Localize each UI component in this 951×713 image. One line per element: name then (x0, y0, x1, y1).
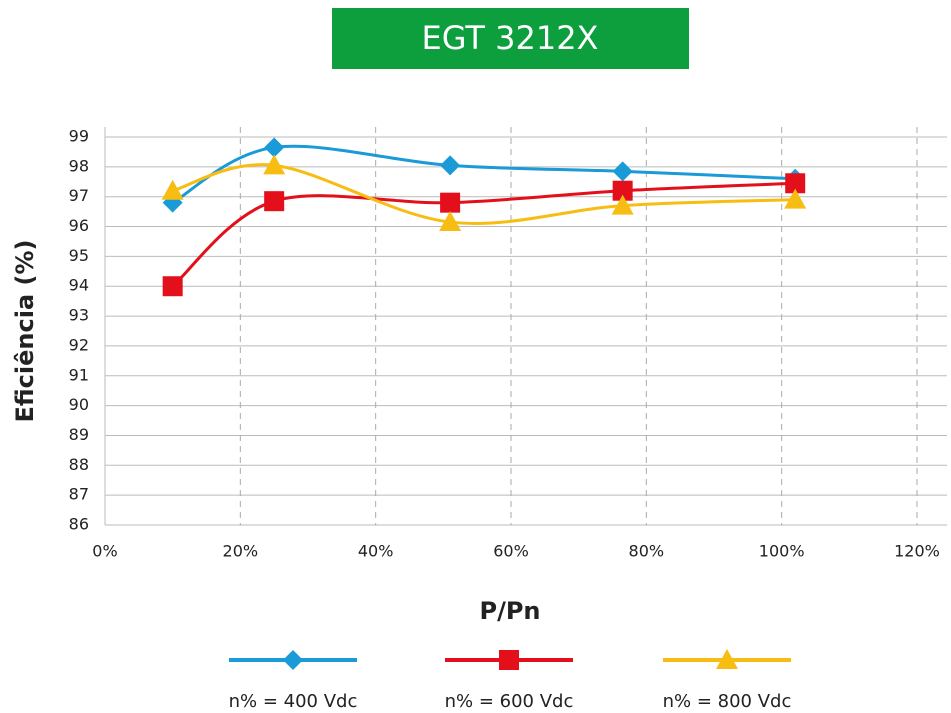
marker (162, 276, 183, 297)
x-tick-label: 40% (358, 542, 394, 561)
marker (499, 650, 519, 670)
marker (263, 154, 286, 175)
y-tick-label: 95 (69, 246, 89, 265)
y-axis-label: Eficiência (%) (11, 240, 39, 423)
marker (264, 191, 285, 212)
marker (612, 180, 633, 201)
y-tick-label: 96 (69, 216, 89, 235)
marker (785, 173, 806, 194)
marker (440, 192, 461, 213)
marker (283, 650, 303, 670)
y-tick-label: 90 (69, 395, 89, 414)
marker (611, 194, 634, 215)
y-tick-label: 93 (69, 306, 89, 325)
x-axis-label: P/Pn (479, 597, 540, 625)
y-tick-label: 92 (69, 335, 89, 354)
title-box (332, 8, 689, 69)
legend-label: n% = 800 Vdc (663, 691, 792, 712)
y-tick-label: 91 (69, 365, 89, 384)
y-tick-label: 89 (69, 425, 89, 444)
y-tick-label: 86 (69, 515, 89, 534)
x-tick-label: 20% (223, 542, 259, 561)
y-tick-label: 94 (69, 276, 89, 295)
x-tick-label: 0% (92, 542, 117, 561)
marker (161, 179, 184, 200)
y-tick-label: 97 (69, 186, 89, 205)
x-tick-label: 100% (759, 542, 805, 561)
y-tick-label: 87 (69, 485, 89, 504)
marker (264, 137, 285, 158)
legend-label: n% = 600 Vdc (445, 691, 574, 712)
marker (716, 649, 738, 669)
marker (440, 155, 461, 176)
y-tick-label: 98 (69, 156, 89, 175)
x-tick-label: 120% (894, 542, 940, 561)
marker (439, 211, 462, 232)
y-tick-label: 99 (69, 127, 89, 146)
marker (784, 188, 807, 209)
legend-label: n% = 400 Vdc (229, 691, 358, 712)
x-tick-label: 60% (493, 542, 529, 561)
y-tick-label: 88 (69, 455, 89, 474)
chart-title: EGT 3212X (422, 19, 599, 57)
x-tick-label: 80% (629, 542, 665, 561)
marker (612, 161, 633, 182)
